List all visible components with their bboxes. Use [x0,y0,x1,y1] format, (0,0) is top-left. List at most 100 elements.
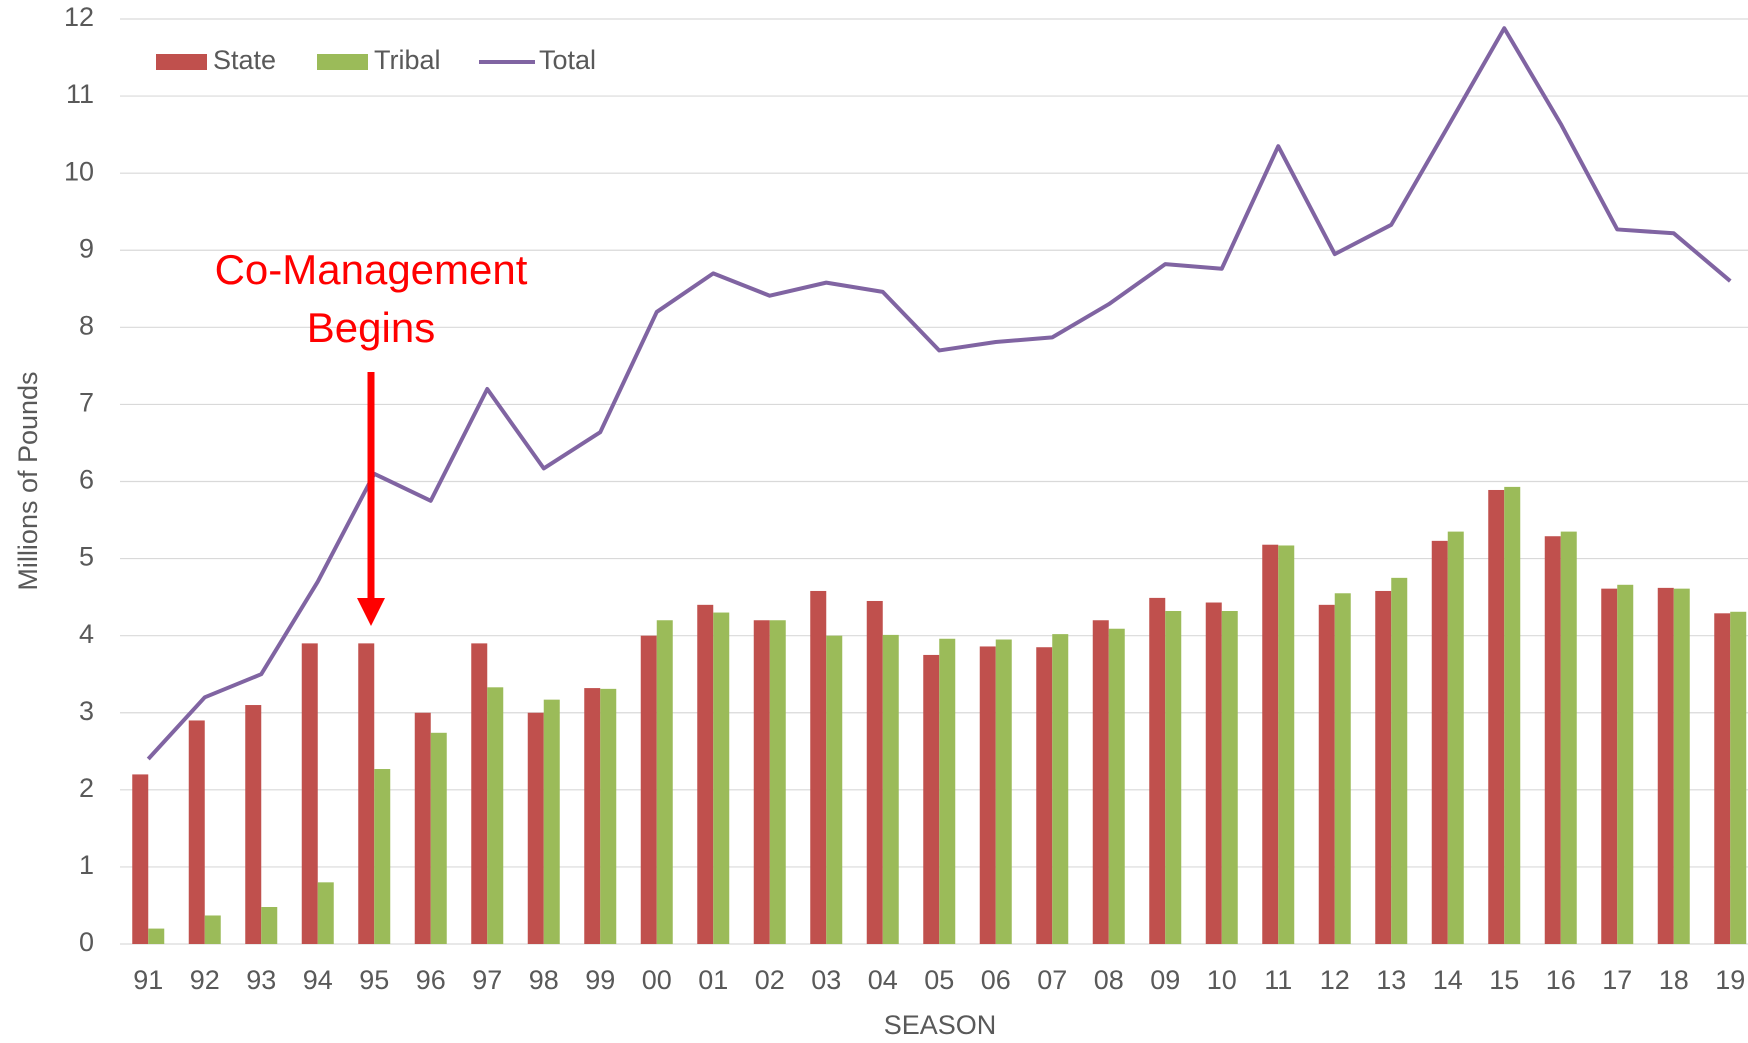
legend-label: State [213,45,276,75]
legend-label: Tribal [374,45,441,75]
x-tick-label: 18 [1659,965,1689,995]
legend-swatch [317,54,368,70]
bar [1334,593,1351,944]
y-tick-label: 9 [79,233,94,263]
bar [1205,602,1222,944]
x-tick-label: 04 [868,965,898,995]
annotation: Co-Management [215,246,528,293]
bar [923,654,940,944]
bar [882,634,899,944]
x-tick-label: 03 [811,965,841,995]
bar [1036,647,1053,944]
x-tick-label: 92 [190,965,220,995]
bar [430,732,447,944]
bar [1375,590,1392,944]
bar [1504,486,1521,944]
y-tick-label: 12 [64,2,94,32]
y-tick-label: 11 [66,79,94,109]
bar [1673,588,1690,944]
bar [1560,531,1577,944]
y-tick-label: 7 [79,388,94,418]
bar [358,643,375,944]
y-tick-label: 2 [79,773,94,803]
bar [245,705,262,944]
x-tick-label: 12 [1320,965,1350,995]
bar [753,620,770,944]
bar [1617,584,1634,944]
x-tick-label: 94 [303,965,333,995]
y-tick-label: 1 [79,850,94,880]
bar [584,688,601,944]
x-tick-label: 98 [529,965,559,995]
bar [148,928,165,944]
x-tick-label: 99 [585,965,615,995]
bar [527,712,544,944]
x-tick-label: 95 [359,965,389,995]
y-tick-label: 10 [64,156,94,186]
bar [1092,620,1109,944]
x-axis-label: SEASON [884,1010,997,1040]
bar [826,635,843,944]
x-tick-label: 15 [1489,965,1519,995]
x-tick-label: 16 [1546,965,1576,995]
bar [1165,611,1182,944]
y-tick-label: 5 [79,542,94,572]
bar [1221,611,1238,944]
bar [939,638,956,944]
bar [1730,611,1747,944]
bar [1488,489,1505,944]
bar [1108,628,1125,944]
x-tick-label: 01 [698,965,728,995]
bar [713,612,730,944]
bar [204,915,221,944]
bar [979,646,996,944]
x-tick-label: 10 [1207,965,1237,995]
x-tick-label: 09 [1150,965,1180,995]
bar [301,643,318,944]
bar [1657,587,1674,944]
bar [471,643,488,944]
bar [1262,544,1279,944]
bar [1431,540,1448,944]
x-tick-label: 93 [246,965,276,995]
bar [1052,634,1069,944]
y-tick-label: 3 [79,696,94,726]
x-tick-label: 07 [1037,965,1067,995]
y-tick-label: 4 [79,619,94,649]
bar [769,620,786,944]
y-tick-label: 6 [79,465,94,495]
bar [188,720,205,944]
bar [810,590,827,944]
bar [866,600,883,944]
bar [543,699,560,944]
bar [261,907,278,944]
bar [487,687,504,944]
bar [1601,588,1618,944]
legend-swatch [156,54,207,70]
x-tick-label: 02 [755,965,785,995]
y-tick-label: 0 [79,927,94,957]
x-tick-label: 91 [133,965,163,995]
bar [640,635,657,944]
x-tick-label: 08 [1094,965,1124,995]
bar [1278,545,1295,944]
bar [374,769,391,944]
bar [697,604,714,944]
x-tick-label: 17 [1602,965,1632,995]
x-tick-label: 00 [642,965,672,995]
bar [1714,613,1731,944]
x-tick-label: 05 [924,965,954,995]
x-tick-label: 14 [1433,965,1463,995]
legend-label: Total [539,45,596,75]
bar [1391,577,1408,944]
line [146,26,1732,761]
x-tick-label: 13 [1376,965,1406,995]
x-tick-label: 06 [981,965,1011,995]
annotation: Begins [307,304,435,351]
bar [317,882,334,944]
x-tick-label: 97 [472,965,502,995]
bar [656,620,673,944]
x-tick-label: 19 [1715,965,1745,995]
x-tick-label: 96 [416,965,446,995]
